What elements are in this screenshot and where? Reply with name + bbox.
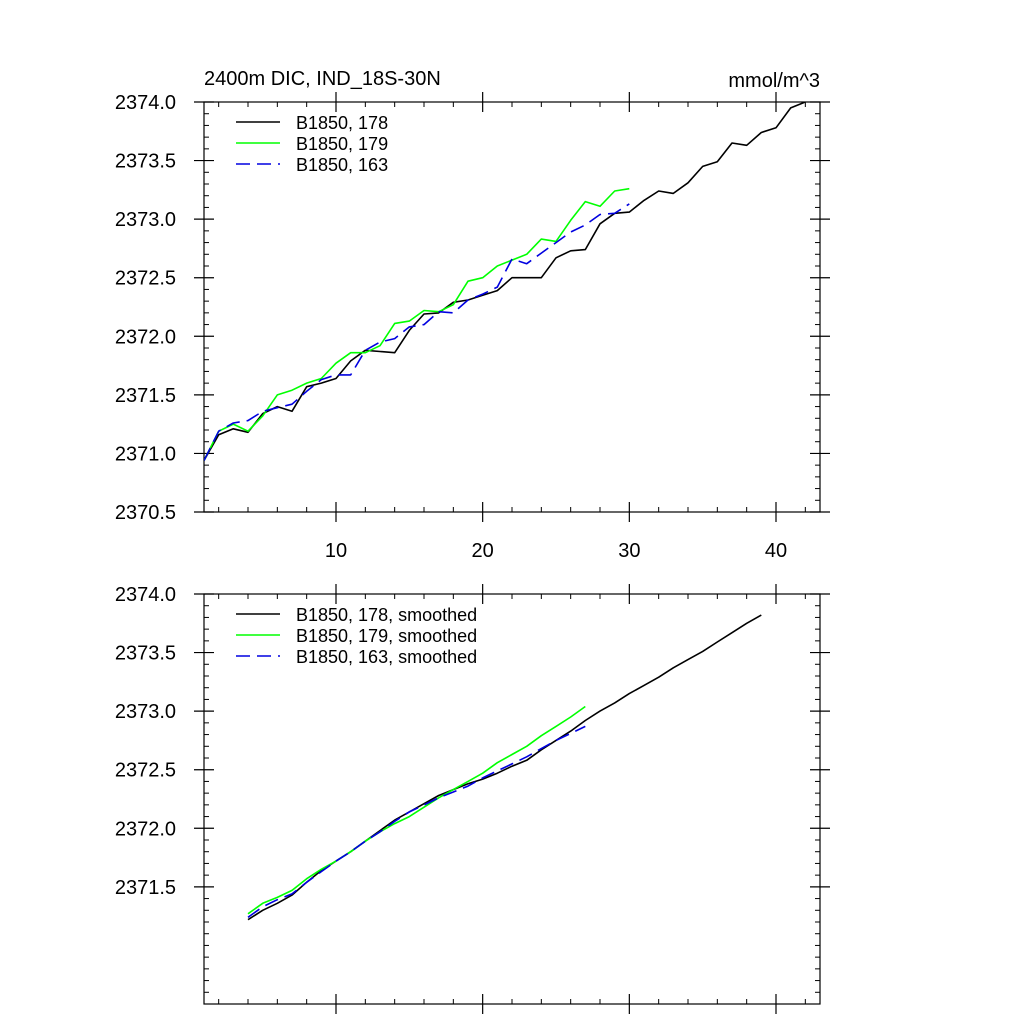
- series-line-0: [204, 102, 806, 461]
- y-tick-label: 2370.5: [115, 502, 176, 524]
- legend-label-2: B1850, 163, smoothed: [296, 647, 477, 667]
- bottom-panel: 2371.5 2372.0 2372.5 2373.0 2373.5 2374.0 B185…: [115, 584, 830, 1014]
- legend-label-0: B1850, 178: [296, 113, 388, 133]
- y-tick-label: 2373.5: [115, 151, 176, 173]
- x-tick-label: 40: [765, 540, 787, 562]
- series-line-1: [204, 187, 630, 461]
- chart-units: mmol/m^3: [728, 70, 820, 92]
- x-tick-label: 30: [618, 540, 640, 562]
- legend-label-1: B1850, 179, smoothed: [296, 626, 477, 646]
- y-tick-label: 2374.0: [115, 92, 176, 114]
- y-tick-label: 2371.5: [115, 385, 176, 407]
- y-tick-label: 2371.5: [115, 877, 176, 899]
- series-line-1: [247, 705, 586, 915]
- y-tick-label: 2372.0: [115, 326, 176, 348]
- series-line-2: [204, 203, 630, 461]
- y-tick-label: 2373.0: [115, 209, 176, 231]
- y-tick-label: 2371.0: [115, 443, 176, 465]
- series-line-2: [247, 725, 586, 918]
- legend-label-2: B1850, 163: [296, 155, 388, 175]
- y-tick-label: 2372.5: [115, 268, 176, 290]
- x-tick-label: 20: [472, 540, 494, 562]
- top-panel: 10 20 30 40 2370.5 2371.0 2371.5 2372.0 2372.5 23…: [115, 92, 830, 562]
- y-tick-label: 2373.5: [115, 643, 176, 665]
- y-tick-label: 2373.0: [115, 701, 176, 723]
- chart-title: 2400m DIC, IND_18S-30N: [204, 68, 441, 90]
- legend-label-1: B1850, 179: [296, 134, 388, 154]
- legend-label-0: B1850, 178, smoothed: [296, 605, 477, 625]
- y-tick-label: 2372.5: [115, 760, 176, 782]
- y-tick-label: 2372.0: [115, 818, 176, 840]
- y-tick-label: 2374.0: [115, 584, 176, 606]
- x-tick-label: 10: [325, 540, 347, 562]
